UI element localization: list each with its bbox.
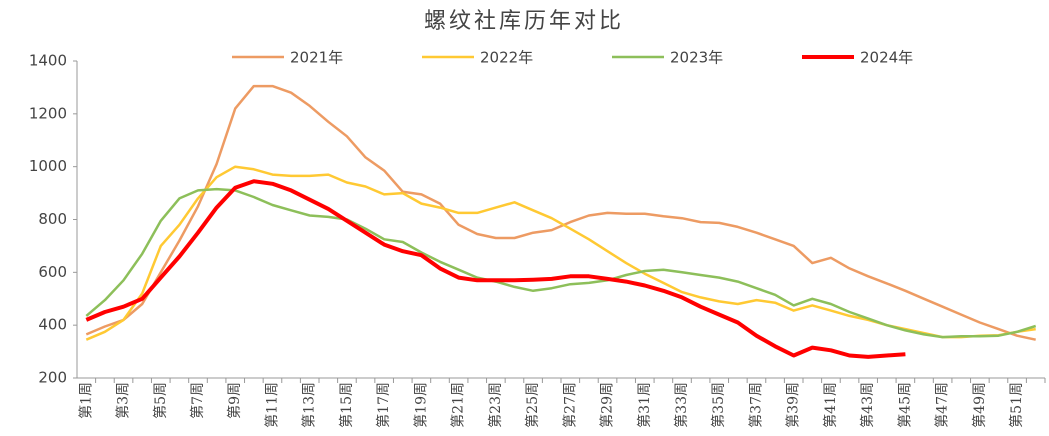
x-tick-label: 第7周 [189, 382, 206, 419]
x-tick-label: 第31周 [636, 382, 653, 428]
x-tick-label: 第35周 [710, 382, 727, 428]
legend-label: 2022年 [480, 49, 533, 67]
x-tick-label: 第19周 [412, 382, 429, 428]
x-tick-label: 第29周 [599, 382, 616, 428]
x-tick-label: 第17周 [375, 382, 392, 428]
legend-label: 2021年 [290, 49, 343, 67]
y-tick-label: 400 [38, 316, 67, 334]
series-line [85, 84, 1036, 341]
y-tick-label: 800 [38, 210, 67, 228]
series-line [85, 179, 906, 359]
x-tick-label: 第47周 [934, 382, 951, 428]
x-tick-label: 第43周 [859, 382, 876, 428]
x-tick-label: 第27周 [561, 382, 578, 428]
x-tick-label: 第15周 [338, 382, 355, 428]
x-tick-label: 第33周 [673, 382, 690, 428]
series-line [85, 187, 1037, 339]
x-tick-label: 第9周 [226, 382, 243, 419]
x-tick-label: 第1周 [77, 382, 94, 419]
chart-title: 螺纹社库历年对比 [424, 9, 624, 34]
y-tick-label: 1200 [29, 104, 67, 122]
x-tick-label: 第21周 [450, 382, 467, 428]
x-tick-label: 第37周 [747, 382, 764, 428]
y-tick-label: 1400 [29, 52, 67, 70]
y-tick-label: 200 [38, 369, 67, 387]
x-tick-label: 第25周 [524, 382, 541, 428]
x-tick-label: 第11周 [263, 382, 280, 428]
x-tick-label: 第3周 [115, 382, 132, 419]
x-tick-label: 第51周 [1008, 382, 1025, 428]
x-tick-label: 第41周 [822, 382, 839, 428]
x-tick-label: 第49周 [971, 382, 988, 428]
x-tick-label: 第13周 [301, 382, 318, 428]
x-tick-label: 第45周 [896, 382, 913, 428]
legend-label: 2023年 [670, 49, 723, 67]
y-tick-label: 1000 [29, 157, 67, 175]
y-tick-label: 600 [38, 263, 67, 281]
legend-label: 2024年 [860, 49, 913, 67]
x-tick-label: 第39周 [785, 382, 802, 428]
x-tick-label: 第23周 [487, 382, 504, 428]
x-tick-label: 第5周 [152, 382, 169, 419]
